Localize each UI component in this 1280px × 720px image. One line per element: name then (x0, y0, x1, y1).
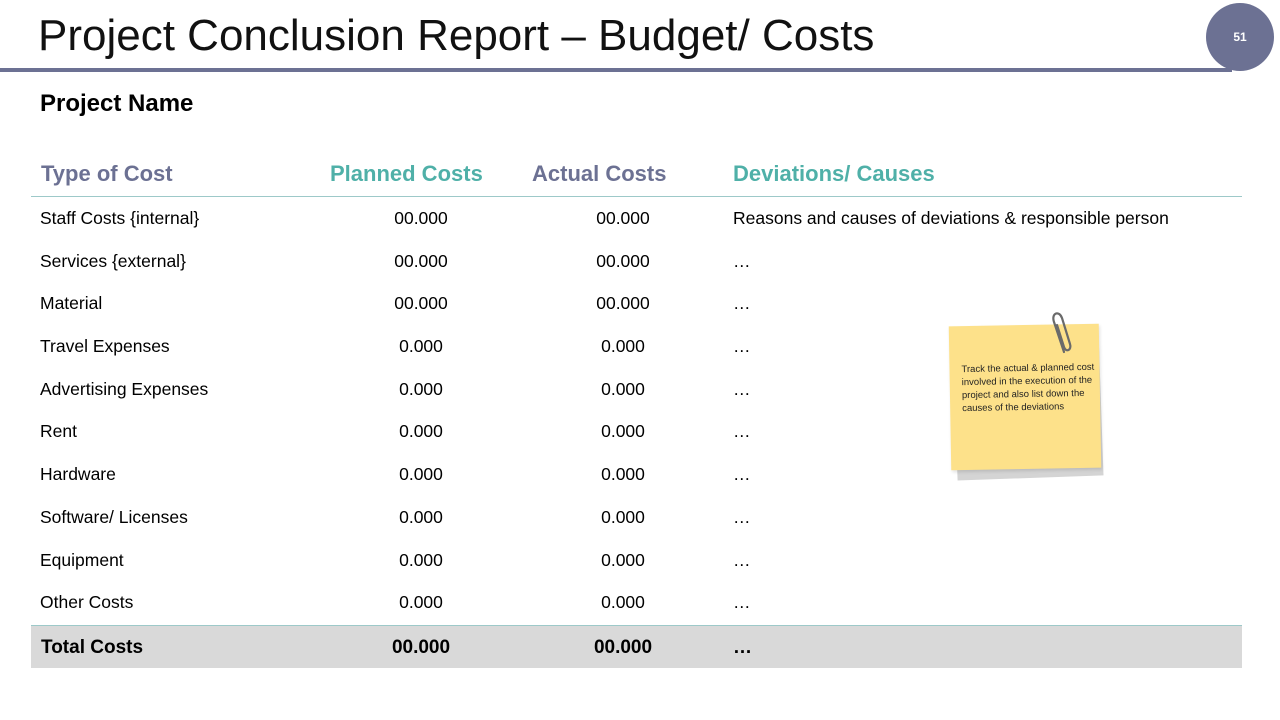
sticky-note: Track the actual & planned cost involved… (948, 323, 1102, 471)
planned-cost-cell: 00.000 (394, 293, 448, 314)
actual-cost-cell: 0.000 (601, 336, 645, 357)
cost-table: Type of Cost Planned Costs Actual Costs … (31, 153, 1242, 668)
cost-type-cell: Staff Costs {internal} (40, 208, 200, 228)
actual-cost-cell: 0.000 (601, 421, 645, 442)
header-actual-costs: Actual Costs (532, 161, 667, 186)
table-row: Staff Costs {internal} 00.000 00.000 Rea… (31, 197, 1242, 240)
deviation-cell: … (733, 506, 751, 527)
deviation-cell: … (733, 250, 751, 271)
cost-type-cell: Travel Expenses (40, 336, 170, 357)
deviation-cell: … (733, 378, 751, 399)
deviation-cell: … (733, 464, 751, 485)
deviation-cell: … (733, 421, 751, 442)
deviation-cell: … (733, 549, 751, 570)
actual-cost-cell: 0.000 (601, 378, 645, 399)
table-row: Rent 0.000 0.000 … (31, 410, 1242, 453)
project-name-heading: Project Name (40, 90, 194, 117)
table-row: Software/ Licenses 0.000 0.000 … (31, 496, 1242, 539)
page-title: Project Conclusion Report – Budget/ Cost… (38, 11, 875, 60)
header-planned-costs: Planned Costs (330, 161, 483, 186)
sticky-note-text: Track the actual & planned cost involved… (961, 361, 1095, 415)
cost-type-cell: Hardware (40, 464, 116, 485)
cost-type-cell: Software/ Licenses (40, 506, 188, 527)
actual-cost-cell: 0.000 (601, 464, 645, 485)
header-deviations-causes: Deviations/ Causes (733, 161, 935, 186)
cost-type-cell: Services {external} (40, 250, 186, 271)
planned-cost-cell: 0.000 (399, 336, 443, 357)
total-label: Total Costs (41, 636, 144, 658)
paperclip-icon (1052, 312, 1072, 354)
total-deviation-cell: … (733, 636, 752, 658)
deviation-cell: … (733, 293, 751, 314)
actual-cost-cell: 00.000 (596, 250, 650, 271)
table-row: Other Costs 0.000 0.000 … (31, 581, 1242, 624)
total-row: Total Costs 00.000 00.000 … (31, 624, 1242, 668)
cost-type-cell: Other Costs (40, 592, 134, 613)
deviation-cell: … (733, 592, 751, 613)
planned-cost-cell: 0.000 (399, 549, 443, 570)
planned-cost-cell: 0.000 (399, 421, 443, 442)
deviation-cell: Reasons and causes of deviations & respo… (733, 208, 1169, 228)
cost-type-cell: Rent (40, 421, 77, 442)
actual-cost-cell: 0.000 (601, 549, 645, 570)
table-row: Advertising Expenses 0.000 0.000 … (31, 368, 1242, 411)
planned-cost-cell: 0.000 (399, 506, 443, 527)
table-row: Services {external} 00.000 00.000 … (31, 240, 1242, 283)
actual-cost-cell: 0.000 (601, 592, 645, 613)
cost-type-cell: Equipment (40, 549, 124, 570)
table-row: Material 00.000 00.000 … (31, 282, 1242, 325)
planned-cost-cell: 00.000 (394, 250, 448, 271)
cost-type-cell: Advertising Expenses (40, 378, 209, 399)
planned-cost-cell: 0.000 (399, 592, 443, 613)
deviation-cell: … (733, 336, 751, 357)
header-type-of-cost: Type of Cost (41, 161, 173, 186)
planned-cost-cell: 00.000 (394, 208, 448, 228)
actual-cost-cell: 00.000 (596, 208, 650, 228)
slide-number-badge: 51 (1206, 3, 1274, 71)
table-row: Hardware 0.000 0.000 … (31, 453, 1242, 496)
cost-type-cell: Material (40, 293, 103, 314)
table-row: Travel Expenses 0.000 0.000 … (31, 325, 1242, 368)
total-actual-cell: 00.000 (593, 636, 653, 658)
actual-cost-cell: 0.000 (601, 506, 645, 527)
total-planned-cell: 00.000 (391, 636, 451, 658)
table-row: Equipment 0.000 0.000 … (31, 539, 1242, 582)
table-header-row: Type of Cost Planned Costs Actual Costs … (31, 153, 1242, 197)
planned-cost-cell: 0.000 (399, 464, 443, 485)
title-divider (0, 68, 1232, 72)
planned-cost-cell: 0.000 (399, 378, 443, 399)
actual-cost-cell: 00.000 (596, 293, 650, 314)
